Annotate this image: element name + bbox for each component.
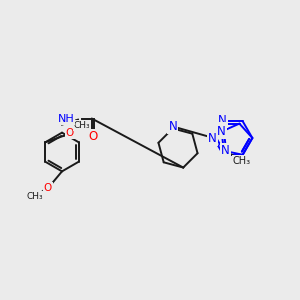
Text: N: N bbox=[218, 114, 227, 127]
Text: O: O bbox=[66, 128, 74, 138]
Text: CH₃: CH₃ bbox=[74, 121, 90, 130]
Text: CH₃: CH₃ bbox=[233, 156, 251, 166]
Text: CH₃: CH₃ bbox=[27, 192, 43, 201]
Text: N: N bbox=[217, 125, 226, 138]
Text: N: N bbox=[221, 144, 230, 157]
Text: O: O bbox=[88, 130, 98, 143]
Text: N: N bbox=[217, 123, 226, 136]
Text: NH: NH bbox=[58, 114, 74, 124]
Text: N: N bbox=[168, 120, 177, 133]
Text: N: N bbox=[208, 133, 217, 146]
Text: O: O bbox=[44, 183, 52, 193]
